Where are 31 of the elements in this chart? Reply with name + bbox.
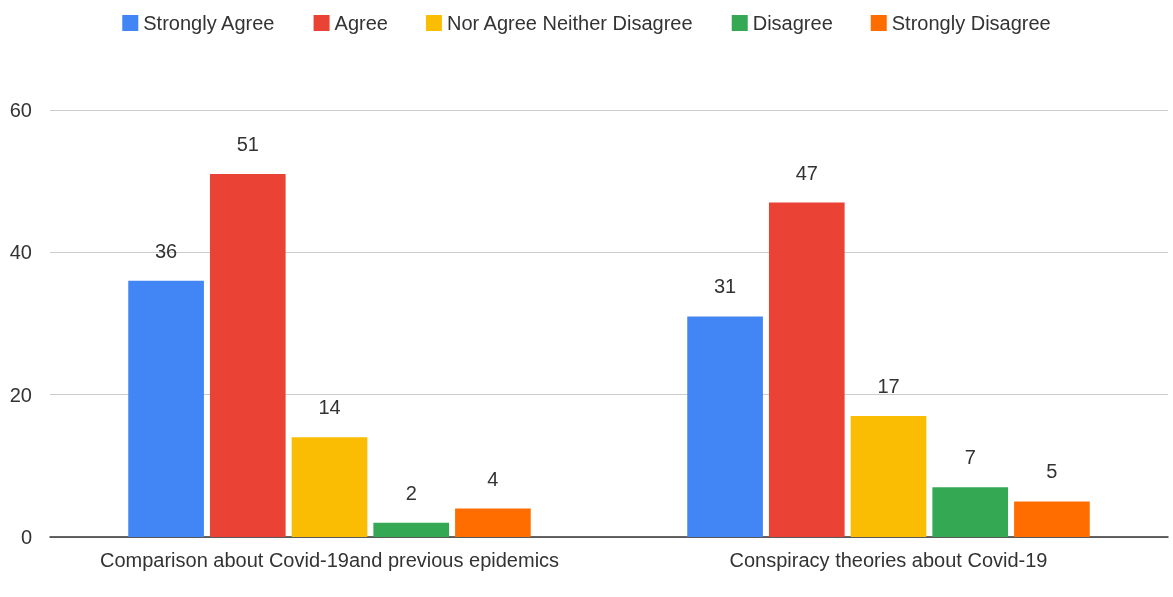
legend-label: Agree: [334, 12, 388, 34]
data-label: 31: [713, 275, 737, 298]
y-tick-label: 60: [9, 99, 32, 121]
bar: [209, 174, 286, 537]
y-tick-label: 40: [9, 241, 32, 264]
bar: [687, 316, 763, 537]
legend-label: Nor Agree Neither Disagree: [446, 12, 693, 34]
bar: [1014, 501, 1090, 537]
data-label: 4: [487, 467, 499, 490]
data-label: 7: [964, 446, 976, 469]
bar: [768, 202, 845, 537]
data-label: 5: [1046, 460, 1058, 483]
bar: [850, 416, 927, 537]
legend-label: Strongly Disagree: [891, 12, 1051, 34]
y-tick-label: 0: [20, 526, 32, 548]
legend-label: Strongly Agree: [143, 12, 275, 34]
bar: [291, 437, 368, 537]
data-label: 2: [405, 481, 417, 504]
bar: [455, 508, 531, 537]
bar: [932, 487, 1009, 537]
legend-label: Disagree: [752, 12, 833, 34]
data-label: 17: [877, 375, 900, 398]
data-label: 36: [154, 239, 178, 262]
y-tick-label: 20: [9, 383, 32, 406]
x-tick-label: Comparison about Covid-19and previous epidemics: [99, 549, 560, 571]
bar: [373, 522, 450, 537]
data-label: 47: [795, 161, 818, 184]
data-label: 14: [318, 396, 341, 419]
bar: [128, 280, 204, 537]
x-tick-label: Conspiracy theories about Covid-19: [729, 549, 1048, 571]
data-label: 51: [236, 133, 259, 156]
